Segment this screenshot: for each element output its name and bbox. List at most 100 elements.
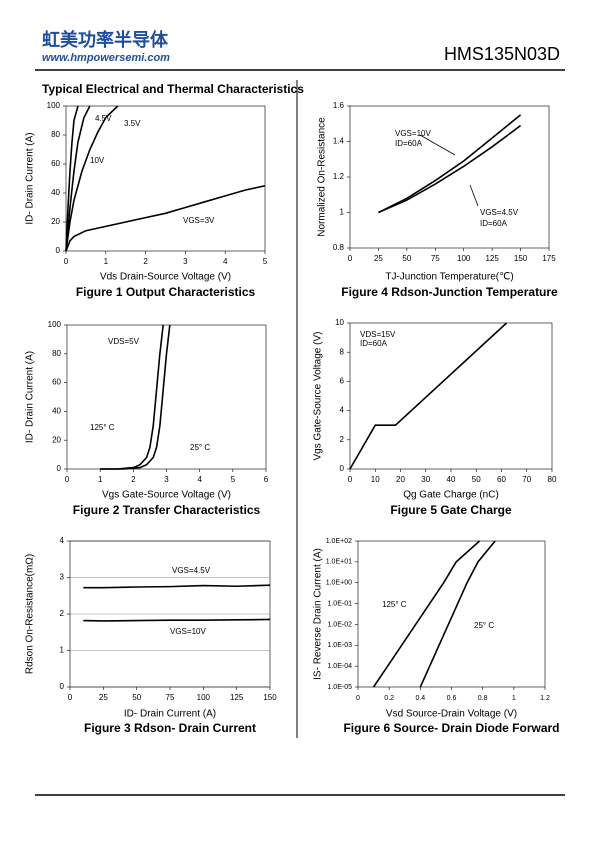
- y-tick-label: 1.4: [333, 137, 345, 146]
- x-axis-label: Vgs Gate-Source Voltage (V): [102, 490, 231, 501]
- y-tick-label: 0: [56, 246, 61, 255]
- x-tick-label: 0: [65, 475, 70, 484]
- figure-caption: Figure 1 Output Characteristics: [76, 285, 256, 299]
- y-tick-label: 10: [335, 318, 344, 327]
- x-tick-label: 125: [230, 693, 244, 702]
- x-tick-label: 50: [402, 254, 411, 263]
- y-tick-label: 1.0E-04: [327, 663, 352, 670]
- y-tick-label: 40: [52, 407, 61, 416]
- y-tick-label: 1.0E+02: [326, 538, 352, 545]
- y-tick-label: 4: [340, 406, 345, 415]
- plot-frame: [349, 105, 550, 249]
- arrow: [419, 134, 456, 156]
- x-tick-label: 1: [98, 475, 103, 484]
- x-tick-label: 10: [371, 475, 380, 484]
- figure-caption: Figure 5 Gate Charge: [390, 503, 512, 517]
- x-tick-label: 25: [374, 254, 383, 263]
- x-tick-label: 100: [457, 254, 471, 263]
- y-tick-label: 0.8: [333, 243, 345, 252]
- y-tick-label: 20: [52, 435, 61, 444]
- curve: [65, 105, 79, 252]
- figure-caption: Figure 2 Transfer Characteristics: [73, 503, 261, 517]
- x-axis-label: Vsd Source-Drain Voltage (V): [386, 709, 517, 720]
- y-tick-label: 1.2: [333, 172, 345, 181]
- x-tick-label: 6: [264, 475, 269, 484]
- annotation: ID=60A: [395, 139, 423, 148]
- x-tick-label: 5: [231, 475, 236, 484]
- x-axis-label: TJ-Junction Temperature(℃): [385, 272, 513, 283]
- x-tick-label: 25: [99, 693, 108, 702]
- y-tick-label: 20: [51, 217, 60, 226]
- y-tick-label: 1.0E-03: [327, 642, 352, 649]
- plot-frame: [65, 105, 266, 252]
- annotation: ID=60A: [360, 339, 388, 348]
- y-tick-label: 2: [340, 435, 345, 444]
- y-axis-label: ID- Drain Current (A): [25, 132, 36, 224]
- annotation: VDS=5V: [108, 337, 140, 346]
- annotation: ID=60A: [480, 219, 508, 228]
- x-axis-label: Vds Drain-Source Voltage (V): [100, 272, 231, 283]
- x-tick-label: 1: [512, 695, 516, 702]
- x-tick-label: 0.6: [447, 695, 457, 702]
- curve: [372, 540, 481, 688]
- plot-frame: [69, 540, 271, 688]
- y-tick-label: 8: [340, 347, 345, 356]
- x-tick-label: 125: [485, 254, 499, 263]
- website: www.hmpowersemi.com: [42, 52, 170, 64]
- x-tick-label: 50: [132, 693, 141, 702]
- x-tick-label: 3: [164, 475, 169, 484]
- x-tick-label: 0.8: [478, 695, 488, 702]
- curve: [349, 322, 508, 470]
- curve: [378, 114, 522, 214]
- curve: [100, 324, 171, 470]
- curve: [378, 124, 522, 214]
- x-tick-label: 2: [131, 475, 136, 484]
- curve: [65, 105, 91, 252]
- x-tick-label: 30: [421, 475, 430, 484]
- curve-label: VGS=10V: [170, 627, 206, 636]
- curve-label: 25° C: [474, 621, 494, 630]
- curve-label: 10V: [90, 156, 105, 165]
- x-tick-label: 0.2: [384, 695, 394, 702]
- curve: [65, 184, 266, 252]
- x-tick-label: 1.2: [540, 695, 550, 702]
- y-tick-label: 1.0E+00: [326, 580, 352, 587]
- y-axis-label: Vgs Gate-Source Voltage (V): [313, 332, 324, 461]
- y-tick-label: 60: [52, 378, 61, 387]
- y-axis-label: Rdson On-Resistance(mΩ): [25, 554, 36, 674]
- curve-label: 125° C: [382, 600, 407, 609]
- x-tick-label: 100: [197, 693, 211, 702]
- y-axis-label: IS- Reverse Drain Current (A): [313, 548, 324, 680]
- x-tick-label: 60: [497, 475, 506, 484]
- x-tick-label: 0: [348, 254, 353, 263]
- brand: 虹美功率半导体: [42, 29, 169, 50]
- figure-caption: Figure 4 Rdson-Junction Temperature: [341, 285, 558, 299]
- x-tick-label: 150: [263, 693, 277, 702]
- x-tick-label: 2: [143, 257, 148, 266]
- y-tick-label: 1.0E-01: [327, 600, 352, 607]
- y-tick-label: 80: [52, 349, 61, 358]
- y-tick-label: 0: [340, 464, 345, 473]
- x-tick-label: 70: [522, 475, 531, 484]
- y-tick-label: 1: [60, 646, 65, 655]
- y-tick-label: 1.0E-05: [327, 684, 352, 691]
- y-tick-label: 80: [51, 130, 60, 139]
- x-tick-label: 3: [183, 257, 188, 266]
- x-tick-label: 0: [64, 257, 69, 266]
- plot-frame: [66, 324, 267, 470]
- x-tick-label: 0: [348, 475, 353, 484]
- x-tick-label: 1: [104, 257, 109, 266]
- x-tick-label: 75: [166, 693, 175, 702]
- figure-caption: Figure 3 Rdson- Drain Current: [84, 721, 256, 735]
- x-tick-label: 175: [542, 254, 556, 263]
- curve-label: 3.5V: [124, 119, 141, 128]
- curve-label: VGS=3V: [183, 216, 215, 225]
- section-title: Typical Electrical and Thermal Character…: [42, 82, 304, 96]
- y-tick-label: 1: [340, 208, 345, 217]
- y-axis-label: Normalized On-Resistance: [317, 117, 328, 237]
- x-tick-label: 4: [197, 475, 202, 484]
- curve-label: 4.5V: [95, 114, 112, 123]
- x-tick-label: 0.4: [415, 695, 425, 702]
- curve-label: 25° C: [190, 443, 210, 452]
